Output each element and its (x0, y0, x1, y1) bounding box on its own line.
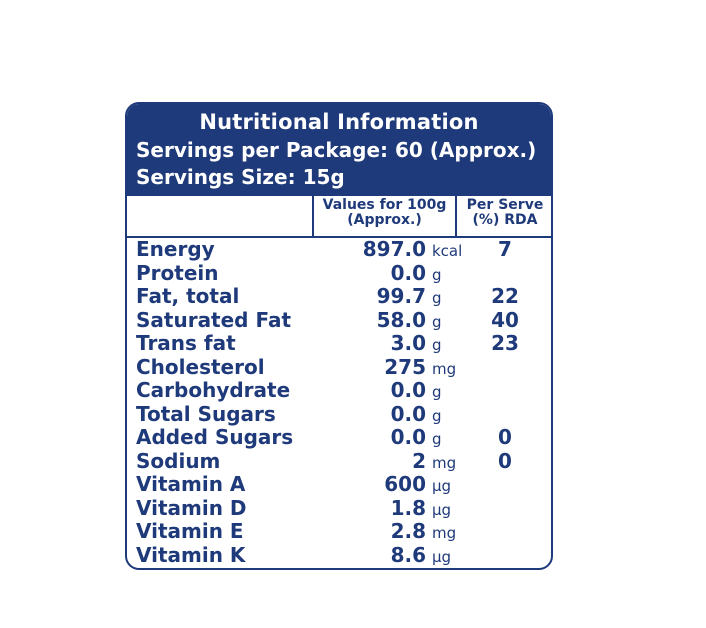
nutrient-value: 0.0 (390, 425, 426, 449)
nutrient-row: Sodium 2 mg 0 (127, 448, 551, 474)
nutrient-name: Sodium (136, 448, 221, 473)
nutrient-unit: g (432, 312, 442, 331)
nutrient-row: Vitamin K 8.6 µg (127, 542, 551, 568)
panel-header: Nutritional Information Servings per Pac… (127, 104, 551, 196)
nutrient-rda: 40 (491, 307, 519, 332)
nutrient-row: Energy 897.0 kcal 7 (127, 238, 551, 262)
nutrient-row: Total Sugars 0.0 g (127, 401, 551, 427)
nutrient-unit: kcal (432, 242, 463, 260)
nutrient-value: 897.0 (362, 237, 426, 261)
nutrient-unit: mg (432, 453, 457, 472)
nutrient-value: 58.0 (376, 307, 426, 332)
nutrient-unit: g (432, 289, 442, 307)
nutrient-name: Vitamin K (136, 542, 246, 567)
column-divider (455, 196, 457, 236)
nutrient-row: Vitamin E 2.8 mg (127, 520, 551, 544)
rda-column-header: Per Serve (%) RDA (466, 197, 544, 228)
nutrient-name: Cholesterol (136, 354, 265, 379)
nutrient-row: Vitamin D 1.8 µg (127, 495, 551, 521)
nutrient-value: 2.8 (390, 519, 426, 543)
nutrient-unit: g (432, 383, 442, 401)
nutrient-row: Protein 0.0 g (127, 260, 551, 286)
nutrient-name: Energy (136, 237, 215, 261)
nutrient-unit: µg (432, 477, 452, 495)
nutrient-name: Saturated Fat (136, 307, 292, 332)
nutrient-name: Carbohydrate (136, 378, 291, 402)
nutrient-value: 275 (384, 354, 426, 379)
nutrient-name: Vitamin E (136, 519, 244, 543)
header-divider (127, 236, 551, 238)
nutrient-row: Saturated Fat 58.0 g 40 (127, 307, 551, 333)
nutrient-rda: 23 (491, 331, 519, 355)
nutrient-row: Fat, total 99.7 g 22 (127, 285, 551, 309)
nutrient-unit: µg (432, 547, 452, 566)
nutrient-name: Total Sugars (136, 401, 276, 426)
nutrient-unit: µg (432, 500, 452, 519)
nutrient-rda: 0 (498, 448, 512, 473)
nutrient-unit: mg (432, 524, 457, 542)
nutrient-value: 0.0 (390, 378, 426, 402)
serving-size: Servings Size: 15g (136, 165, 345, 189)
nutrient-unit: g (432, 406, 442, 425)
column-divider (312, 196, 314, 236)
nutrient-row: Added Sugars 0.0 g 0 (127, 426, 551, 450)
nutrient-unit: mg (432, 359, 457, 378)
nutrition-panel: Nutritional Information Servings per Pac… (125, 102, 553, 570)
nutrient-value: 99.7 (376, 284, 426, 308)
nutrient-row: Vitamin A 600 µg (127, 473, 551, 497)
nutrient-name: Added Sugars (136, 425, 294, 449)
nutrient-rda: 0 (498, 425, 512, 449)
nutrient-value: 600 (384, 472, 426, 496)
nutrient-name: Protein (136, 260, 219, 285)
nutrient-value: 0.0 (390, 260, 426, 285)
nutrient-value: 0.0 (390, 401, 426, 426)
nutrient-row: Trans fat 3.0 g 23 (127, 332, 551, 356)
servings-per-package: Servings per Package: 60 (Approx.) (136, 138, 537, 162)
nutrient-unit: g (432, 336, 442, 354)
nutrient-row: Cholesterol 275 mg (127, 354, 551, 380)
nutrient-unit: g (432, 430, 442, 448)
nutrient-name: Fat, total (136, 284, 240, 308)
nutrient-rda: 22 (491, 284, 519, 308)
nutrient-name: Vitamin A (136, 472, 246, 496)
nutrient-rda: 7 (498, 237, 512, 261)
nutrient-value: 8.6 (390, 542, 426, 567)
nutrient-row: Carbohydrate 0.0 g (127, 379, 551, 403)
nutrient-value: 1.8 (390, 495, 426, 520)
panel-title: Nutritional Information (199, 110, 479, 134)
nutrient-unit: g (432, 265, 442, 284)
nutrient-value: 3.0 (390, 331, 426, 355)
values-column-header: Values for 100g (Approx.) (322, 197, 447, 228)
nutrient-list: Energy 897.0 kcal 7 Protein 0.0 g Fat, t… (127, 238, 551, 567)
nutrient-name: Vitamin D (136, 495, 247, 520)
nutrient-value: 2 (412, 448, 426, 473)
nutrient-name: Trans fat (136, 331, 236, 355)
